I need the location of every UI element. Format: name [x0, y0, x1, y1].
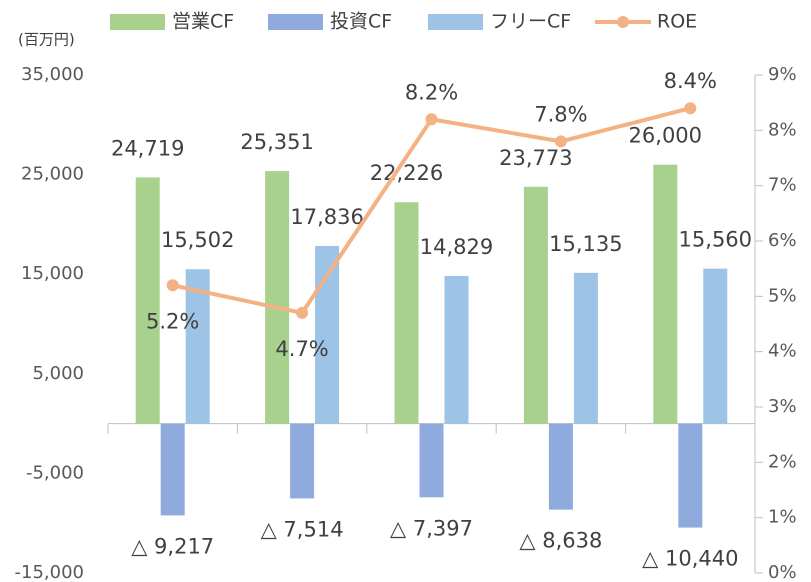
y2-tick-label: 0%	[768, 562, 797, 582]
legend-swatch	[110, 14, 165, 30]
data-label: 8.4%	[664, 69, 717, 93]
bar	[265, 171, 290, 424]
y-axis-unit: (百万円)	[18, 31, 75, 49]
bar	[523, 186, 548, 424]
y-tick-label: -5,000	[26, 462, 84, 483]
data-label: △ 8,638	[519, 529, 602, 553]
legend-label: ROE	[657, 11, 697, 33]
bar	[678, 423, 703, 528]
legend-swatch	[428, 14, 483, 30]
bar	[290, 423, 315, 499]
y2-tick-label: 4%	[768, 341, 797, 362]
line-marker	[296, 306, 309, 319]
y2-tick-label: 1%	[768, 507, 797, 528]
bar	[419, 423, 444, 498]
data-label: △ 7,514	[261, 517, 344, 541]
data-label: 15,560	[679, 228, 752, 252]
data-label: 5.2%	[146, 309, 199, 333]
legend-swatch	[268, 14, 323, 30]
bar	[703, 268, 728, 424]
data-label: 17,836	[290, 205, 363, 229]
legend-label: フリーCF	[490, 11, 571, 33]
y2-tick-label: 9%	[768, 64, 797, 85]
y2-tick-label: 6%	[768, 230, 797, 251]
line-marker	[684, 102, 697, 115]
bar	[573, 272, 598, 424]
data-label: 7.8%	[534, 102, 587, 126]
data-label: △ 10,440	[642, 547, 738, 571]
data-label: 15,135	[549, 232, 622, 256]
y2-tick-label: 3%	[768, 396, 797, 417]
y2-tick-label: 5%	[768, 285, 797, 306]
data-label: 15,502	[161, 228, 234, 252]
data-label: 26,000	[629, 124, 702, 148]
bar	[444, 275, 469, 424]
y-tick-label: 35,000	[21, 64, 84, 85]
data-label: 8.2%	[405, 80, 458, 104]
legend-label: 営業CF	[172, 11, 234, 33]
line-marker	[554, 135, 567, 148]
data-label: 14,829	[420, 235, 493, 259]
bar	[185, 269, 210, 424]
data-label: 25,351	[240, 130, 313, 154]
data-label: 4.7%	[275, 337, 328, 361]
y-tick-label: 5,000	[32, 363, 84, 384]
data-label: 22,226	[370, 161, 443, 185]
bar	[653, 164, 678, 424]
y-tick-label: -15,000	[15, 562, 84, 582]
legend-marker	[617, 16, 629, 28]
legend-label: 投資CF	[330, 11, 392, 33]
y2-tick-label: 7%	[768, 175, 797, 196]
line-marker	[166, 279, 179, 292]
bar	[160, 423, 185, 516]
bar	[548, 423, 573, 510]
data-label: △ 7,397	[390, 516, 473, 540]
y-tick-label: 25,000	[21, 164, 84, 185]
y-tick-label: 15,000	[21, 263, 84, 284]
bar	[135, 177, 160, 424]
data-label: 24,719	[111, 136, 184, 160]
y2-tick-label: 2%	[768, 451, 797, 472]
bar	[394, 202, 419, 424]
data-label: 23,773	[499, 146, 572, 170]
y2-tick-label: 8%	[768, 119, 797, 140]
line-marker	[425, 113, 438, 126]
data-label: △ 9,217	[131, 534, 214, 558]
